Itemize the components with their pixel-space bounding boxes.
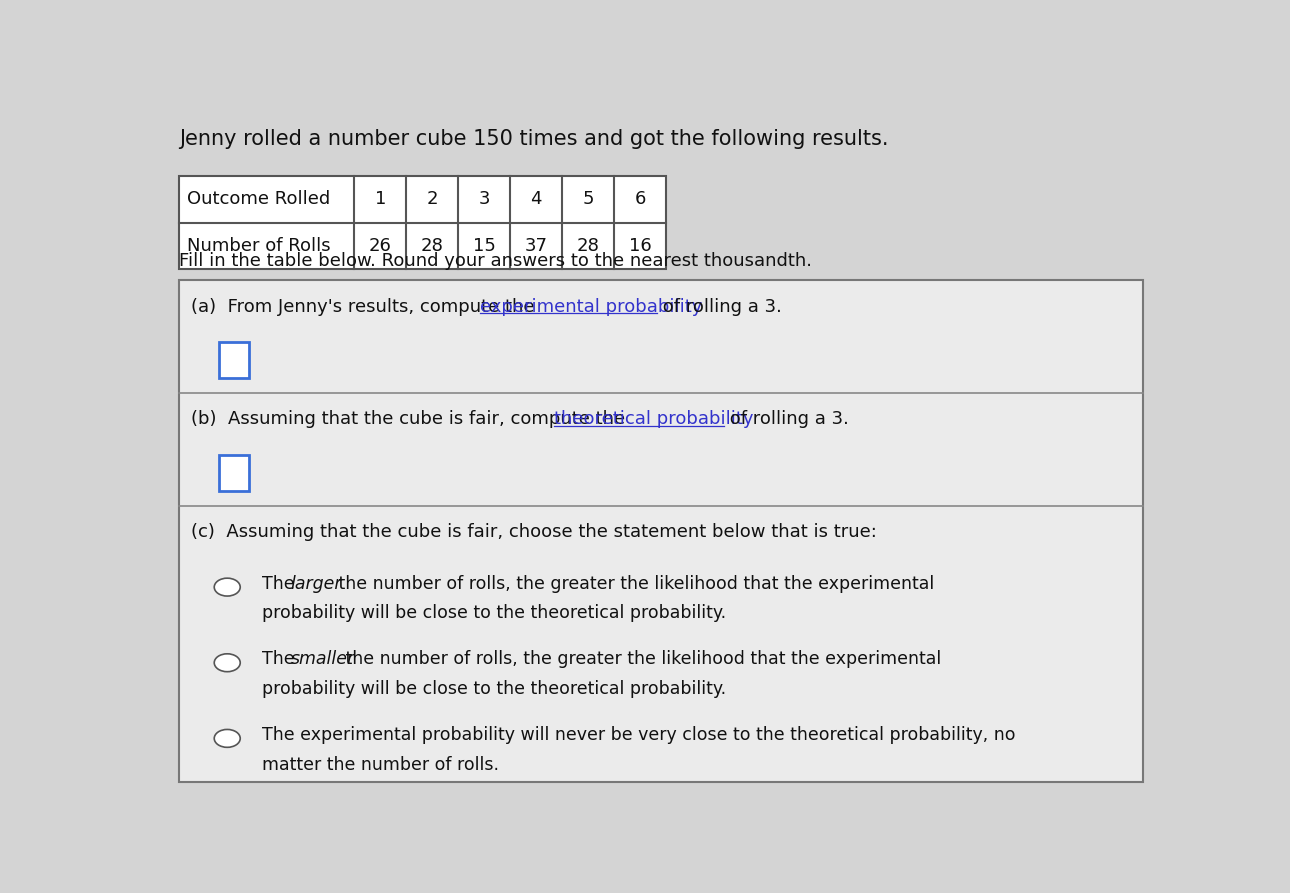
- Text: 28: 28: [577, 237, 600, 255]
- Text: 6: 6: [635, 190, 646, 208]
- Text: experimental probability: experimental probability: [480, 297, 702, 315]
- Text: larger: larger: [290, 575, 342, 593]
- Text: matter the number of rolls.: matter the number of rolls.: [262, 755, 499, 773]
- Text: (a)  From Jenny's results, compute the: (a) From Jenny's results, compute the: [191, 297, 541, 315]
- Text: 16: 16: [628, 237, 651, 255]
- Text: 2: 2: [427, 190, 437, 208]
- Text: Outcome Rolled: Outcome Rolled: [187, 190, 330, 208]
- Bar: [179, 176, 666, 270]
- Text: The: The: [262, 575, 301, 593]
- Text: 28: 28: [421, 237, 444, 255]
- Text: the number of rolls, the greater the likelihood that the experimental: the number of rolls, the greater the lik…: [333, 575, 935, 593]
- Text: of rolling a 3.: of rolling a 3.: [724, 411, 849, 429]
- Text: of rolling a 3.: of rolling a 3.: [658, 297, 782, 315]
- Circle shape: [214, 578, 240, 596]
- Text: (b)  Assuming that the cube is fair, compute the: (b) Assuming that the cube is fair, comp…: [191, 411, 631, 429]
- Bar: [219, 342, 249, 378]
- Text: The experimental probability will never be very close to the theoretical probabi: The experimental probability will never …: [262, 726, 1015, 744]
- Bar: [219, 455, 249, 491]
- Text: Number of Rolls: Number of Rolls: [187, 237, 330, 255]
- Text: probability will be close to the theoretical probability.: probability will be close to the theoret…: [262, 680, 726, 698]
- Circle shape: [214, 654, 240, 672]
- Text: Fill in the table below. Round your answers to the nearest thousandth.: Fill in the table below. Round your answ…: [179, 252, 813, 270]
- Text: The: The: [262, 650, 301, 668]
- Text: 37: 37: [525, 237, 548, 255]
- Text: the number of rolls, the greater the likelihood that the experimental: the number of rolls, the greater the lik…: [341, 650, 942, 668]
- Text: 15: 15: [472, 237, 495, 255]
- Text: probability will be close to the theoretical probability.: probability will be close to the theoret…: [262, 605, 726, 622]
- Text: theoretical probability: theoretical probability: [553, 411, 753, 429]
- Circle shape: [214, 730, 240, 747]
- Text: 5: 5: [582, 190, 593, 208]
- Text: Jenny rolled a number cube 150 times and got the following results.: Jenny rolled a number cube 150 times and…: [179, 129, 889, 149]
- Text: 26: 26: [369, 237, 392, 255]
- Text: 1: 1: [374, 190, 386, 208]
- Text: 3: 3: [479, 190, 490, 208]
- Text: (c)  Assuming that the cube is fair, choose the statement below that is true:: (c) Assuming that the cube is fair, choo…: [191, 523, 877, 541]
- Bar: [179, 280, 1143, 782]
- Text: 4: 4: [530, 190, 542, 208]
- Text: smaller: smaller: [290, 650, 355, 668]
